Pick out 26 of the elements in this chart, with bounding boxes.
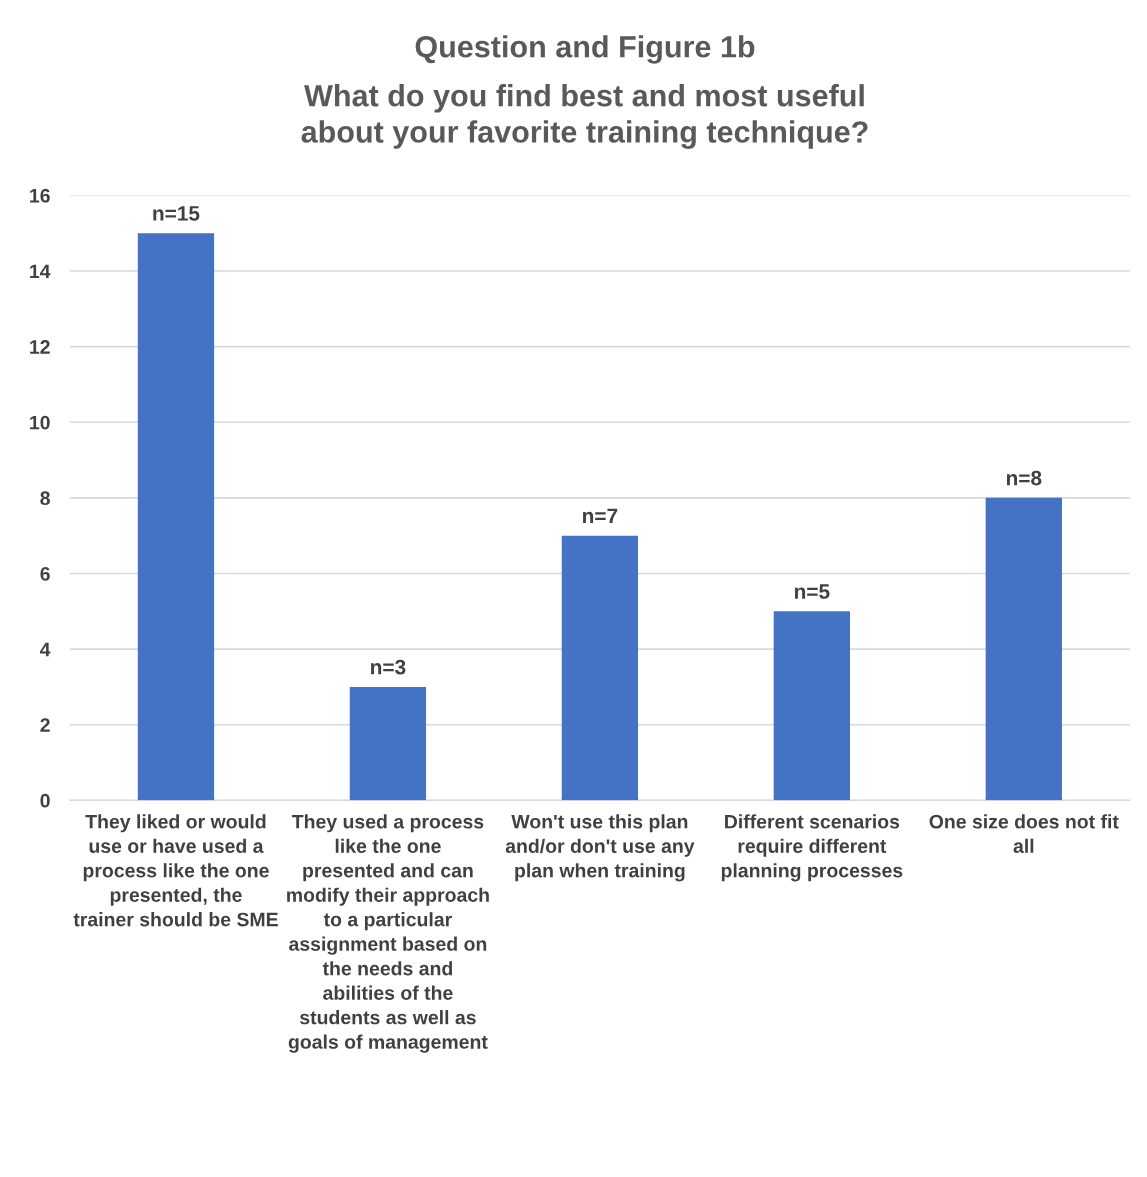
y-tick-label: 4 [40, 642, 51, 657]
bar [561, 535, 639, 801]
y-tick-label: 2 [40, 718, 50, 732]
data-label: n=5 [794, 584, 830, 599]
y-tick-label: 16 [30, 188, 50, 203]
category-label: They used a process like the one presented and can modify their approach to a particular assignment based on the needs and abilities of the students as well as goals of management [287, 814, 489, 1053]
bar [773, 611, 850, 801]
y-tick-label: 12 [30, 340, 50, 354]
data-label: n=8 [1006, 470, 1042, 486]
bar [985, 497, 1062, 801]
chart-subtitle: What do you find best and most useful about your favorite training technique? [301, 84, 868, 149]
data-label: n=7 [583, 508, 618, 524]
x-tick-label: Different scenarios require different planning processes [721, 814, 903, 882]
bar [349, 686, 427, 801]
x-tick-label: Won't use this plan and/or don't use any plan when training [505, 814, 695, 882]
data-label: n=3 [371, 659, 406, 675]
y-tick-label: 8 [40, 491, 50, 506]
y-tick-label: 6 [40, 566, 50, 581]
chart-title: Question and Figure 1b [415, 35, 755, 64]
y-tick-label: 0 [40, 793, 50, 808]
x-tick-label: They liked or would use or have used a process like the one presented, the trainer should be SME [73, 814, 278, 927]
y-tick-label: 14 [30, 264, 51, 279]
y-tick-label: 10 [30, 415, 50, 430]
bar [137, 233, 215, 801]
x-tick-label: One size does not fit all [929, 814, 1119, 853]
data-label: n=15 [153, 206, 200, 221]
